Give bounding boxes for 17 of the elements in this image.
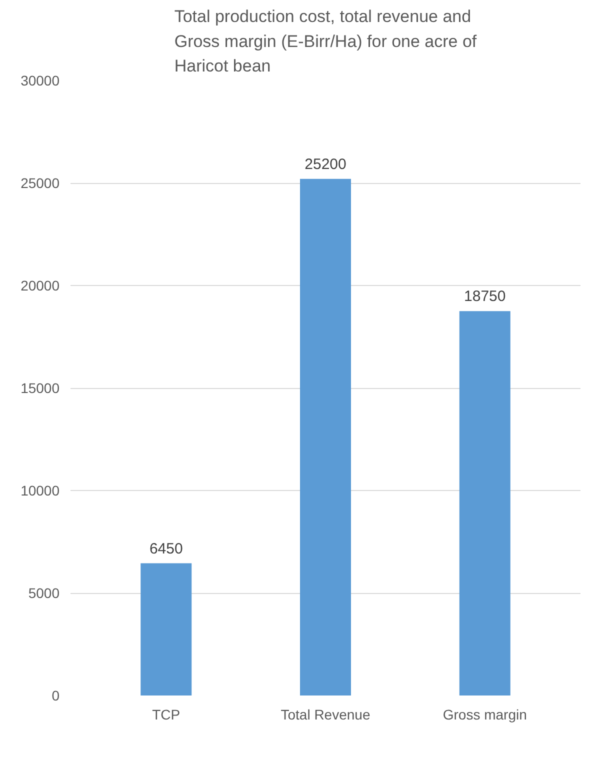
y-tick-label: 5000 xyxy=(28,585,60,601)
chart-title: Total production cost, total revenue and Gross margin (E-Birr/Ha) for one acre of Haricot bean xyxy=(174,7,477,76)
x-tick-label: Gross margin xyxy=(442,706,527,722)
bar xyxy=(459,311,510,696)
y-tick-label: 30000 xyxy=(20,72,60,88)
y-tick-label: 20000 xyxy=(20,278,60,294)
bar xyxy=(300,178,351,696)
x-tick-label: Total Revenue xyxy=(280,706,370,722)
y-tick-label: 25000 xyxy=(20,175,60,191)
y-tick-label: 0 xyxy=(52,688,60,704)
bar xyxy=(140,563,192,696)
y-tick-label: 15000 xyxy=(20,380,60,396)
data-label: 18750 xyxy=(464,288,506,306)
x-tick-label: TCP xyxy=(152,706,180,722)
data-label: 25200 xyxy=(304,156,346,173)
y-tick-label: 10000 xyxy=(20,482,60,498)
data-label: 6450 xyxy=(149,540,183,558)
